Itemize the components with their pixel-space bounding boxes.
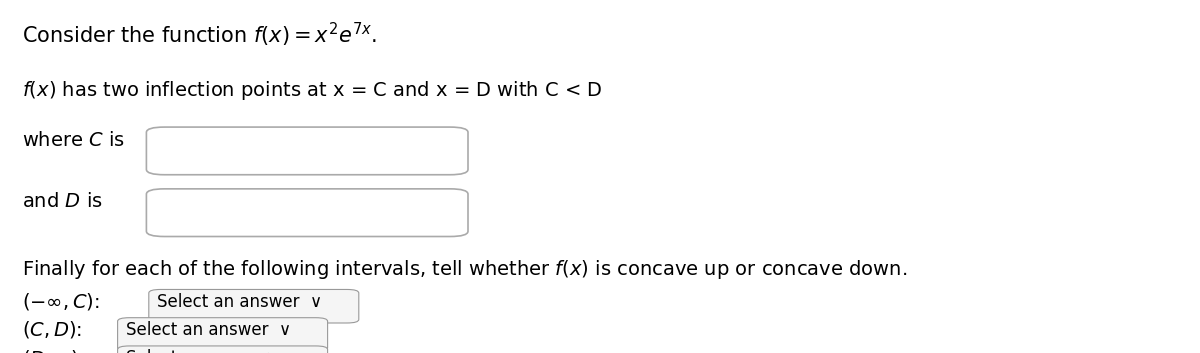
Text: and $D$ is: and $D$ is xyxy=(22,192,102,211)
FancyBboxPatch shape xyxy=(146,189,468,237)
Text: $f(x)$ has two inflection points at x = C and x = D with C < D: $f(x)$ has two inflection points at x = … xyxy=(22,79,602,102)
Text: $(D, \infty)$: $(D, \infty)$ xyxy=(22,348,78,353)
FancyBboxPatch shape xyxy=(118,318,328,351)
Text: $(C, D)$:: $(C, D)$: xyxy=(22,319,82,340)
Text: Finally for each of the following intervals, tell whether $f(x)$ is concave up o: Finally for each of the following interv… xyxy=(22,258,907,281)
Text: Consider the function $f(x) = x^2e^{7x}$.: Consider the function $f(x) = x^2e^{7x}$… xyxy=(22,21,377,49)
Text: where $C$ is: where $C$ is xyxy=(22,131,125,150)
Text: Select an answer  ∨: Select an answer ∨ xyxy=(126,321,292,339)
FancyBboxPatch shape xyxy=(146,127,468,175)
FancyBboxPatch shape xyxy=(118,346,328,353)
FancyBboxPatch shape xyxy=(149,289,359,323)
Text: Select an answer  ∨: Select an answer ∨ xyxy=(157,293,323,311)
Text: $(-\infty, C)$:: $(-\infty, C)$: xyxy=(22,291,100,312)
Text: Select an answer  ∨: Select an answer ∨ xyxy=(126,349,292,353)
